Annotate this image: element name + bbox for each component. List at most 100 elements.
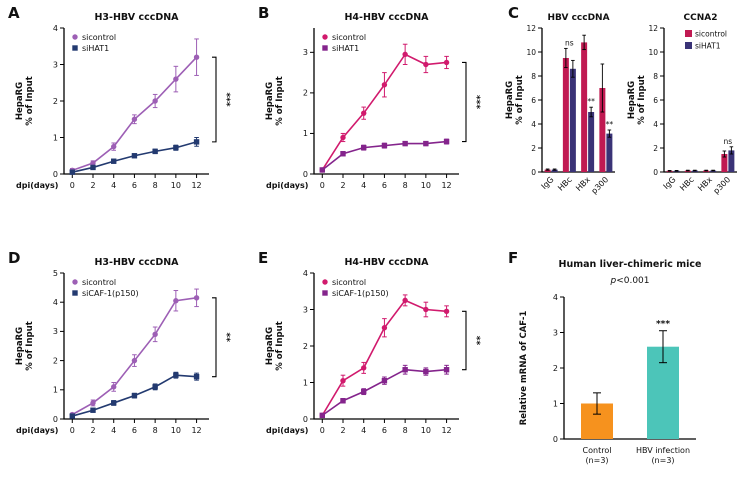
svg-text:6: 6 xyxy=(382,426,387,435)
h3-hbv-cccdna-line-chart-sihat1: H3-HBV cccDNA 0 12 3 4 HepaRG% of Input 0 2 4 6 8 1… xyxy=(15,12,231,190)
svg-text:IgG: IgG xyxy=(540,175,556,191)
svg-text:4: 4 xyxy=(361,426,366,435)
svg-text:10: 10 xyxy=(421,181,431,190)
svg-text:0: 0 xyxy=(53,170,58,179)
svg-text:12: 12 xyxy=(191,181,201,190)
svg-text:4: 4 xyxy=(53,24,58,33)
svg-text:3: 3 xyxy=(553,328,558,337)
panel-f: F Human liver-chimeric mice p<0.001 0 1 2 3 4 R… xyxy=(500,245,749,491)
svg-text:sicontrol: sicontrol xyxy=(332,278,366,287)
hbv-cccdna-bar-chart: HBV cccDNA 0 2 4 6 8 10 12 HepaRG% of Input IgG HB… xyxy=(505,13,615,196)
svg-text:***: *** xyxy=(221,92,231,106)
svg-text:1: 1 xyxy=(553,399,558,408)
svg-text:% of Input: % of Input xyxy=(275,321,285,370)
svg-text:12: 12 xyxy=(191,426,201,435)
svg-text:2: 2 xyxy=(90,426,95,435)
svg-text:4: 4 xyxy=(653,120,658,129)
svg-text:HepaRG: HepaRG xyxy=(627,81,637,119)
svg-text:sicontrol: sicontrol xyxy=(82,278,116,287)
panel-letter-d: D xyxy=(8,249,21,267)
svg-text:2: 2 xyxy=(90,181,95,190)
svg-text:H3-HBV cccDNA: H3-HBV cccDNA xyxy=(94,12,179,23)
svg-text:% of Input: % of Input xyxy=(275,76,285,125)
panel-letter-b: B xyxy=(258,4,270,22)
svg-text:HBV infection(n=3): HBV infection (n=3) xyxy=(636,446,690,465)
svg-text:HepaRG: HepaRG xyxy=(505,81,515,119)
svg-text:12: 12 xyxy=(441,426,451,435)
human-liver-chimeric-mice-bar-chart: Human liver-chimeric mice p<0.001 0 1 2 3 4 Rel… xyxy=(519,259,702,465)
svg-text:HBV cccDNA: HBV cccDNA xyxy=(547,13,609,23)
svg-text:ns: ns xyxy=(724,137,733,146)
svg-text:0: 0 xyxy=(320,181,325,190)
svg-text:3: 3 xyxy=(303,48,308,57)
svg-text:0: 0 xyxy=(53,415,58,424)
svg-text:HepaRG: HepaRG xyxy=(15,82,25,120)
panel-d: D H3-HBV cccDNA 0 1 2 3 4 5 HepaRG% of Input 0 2 4… xyxy=(0,245,250,491)
svg-text:0: 0 xyxy=(553,435,558,444)
svg-text:8: 8 xyxy=(153,181,158,190)
svg-text:12: 12 xyxy=(526,24,536,33)
svg-text:siHAT1: siHAT1 xyxy=(332,44,359,53)
svg-text:10: 10 xyxy=(648,48,658,57)
panel-e: E H4-HBV cccDNA 0 1 2 3 4 HepaRG% of Input 0 2 4 6… xyxy=(250,245,500,491)
svg-text:0: 0 xyxy=(70,181,75,190)
svg-text:% of Input: % of Input xyxy=(25,76,35,125)
svg-text:5: 5 xyxy=(53,269,58,278)
svg-text:sicontrol: sicontrol xyxy=(695,30,727,39)
svg-text:0: 0 xyxy=(303,170,308,179)
svg-text:***: *** xyxy=(656,320,670,330)
svg-text:1: 1 xyxy=(303,129,308,138)
svg-text:Human liver-chimeric mice: Human liver-chimeric mice xyxy=(559,259,702,270)
svg-text:ns: ns xyxy=(565,38,574,47)
svg-text:dpi(days): dpi(days) xyxy=(16,426,58,435)
svg-text:4: 4 xyxy=(531,120,536,129)
svg-text:sicontrol: sicontrol xyxy=(332,33,366,42)
svg-text:% of Input: % of Input xyxy=(515,75,525,124)
svg-text:4: 4 xyxy=(53,298,58,307)
svg-text:Relative mRNA of CAF-1: Relative mRNA of CAF-1 xyxy=(519,311,529,426)
panel-letter-e: E xyxy=(258,249,269,267)
svg-text:6: 6 xyxy=(531,96,536,105)
svg-text:CCNA2: CCNA2 xyxy=(684,13,718,23)
svg-text:p300: p300 xyxy=(590,175,611,196)
svg-text:**: ** xyxy=(587,97,595,106)
svg-text:% of Input: % of Input xyxy=(25,321,35,370)
svg-text:8: 8 xyxy=(403,426,408,435)
svg-text:1: 1 xyxy=(303,378,308,387)
svg-text:HBc: HBc xyxy=(556,175,574,193)
svg-text:2: 2 xyxy=(531,144,536,153)
svg-text:6: 6 xyxy=(653,96,658,105)
svg-text:6: 6 xyxy=(132,181,137,190)
svg-text:HBc: HBc xyxy=(678,175,696,193)
svg-text:2: 2 xyxy=(553,364,558,373)
panel-c: C HBV cccDNA 0 2 4 6 8 10 12 HepaRG% of Input IgG… xyxy=(500,0,749,245)
svg-text:1: 1 xyxy=(53,133,58,142)
svg-text:siHAT1: siHAT1 xyxy=(695,42,721,51)
svg-text:0: 0 xyxy=(653,168,658,177)
svg-text:4: 4 xyxy=(111,181,116,190)
svg-text:**: ** xyxy=(606,120,614,129)
panel-a: A H3-HBV cccDNA 0 1 2 3 4 HepaRG% of Input 0 2 4 6… xyxy=(0,0,250,245)
panel-letter-a: A xyxy=(8,4,20,22)
panel-letter-f: F xyxy=(508,249,519,267)
svg-text:12: 12 xyxy=(648,24,658,33)
svg-text:2: 2 xyxy=(340,426,345,435)
svg-text:8: 8 xyxy=(403,181,408,190)
svg-text:10: 10 xyxy=(171,181,181,190)
svg-text:Control(n=3): Control (n=3) xyxy=(583,446,612,465)
svg-text:H3-HBV cccDNA: H3-HBV cccDNA xyxy=(94,257,179,268)
svg-text:0: 0 xyxy=(320,426,325,435)
svg-text:6: 6 xyxy=(132,426,137,435)
svg-text:12: 12 xyxy=(441,181,451,190)
svg-text:8: 8 xyxy=(653,72,658,81)
svg-text:2: 2 xyxy=(303,89,308,98)
svg-text:1: 1 xyxy=(53,386,58,395)
svg-text:***: *** xyxy=(471,95,481,109)
svg-text:6: 6 xyxy=(382,181,387,190)
svg-text:3: 3 xyxy=(53,60,58,69)
